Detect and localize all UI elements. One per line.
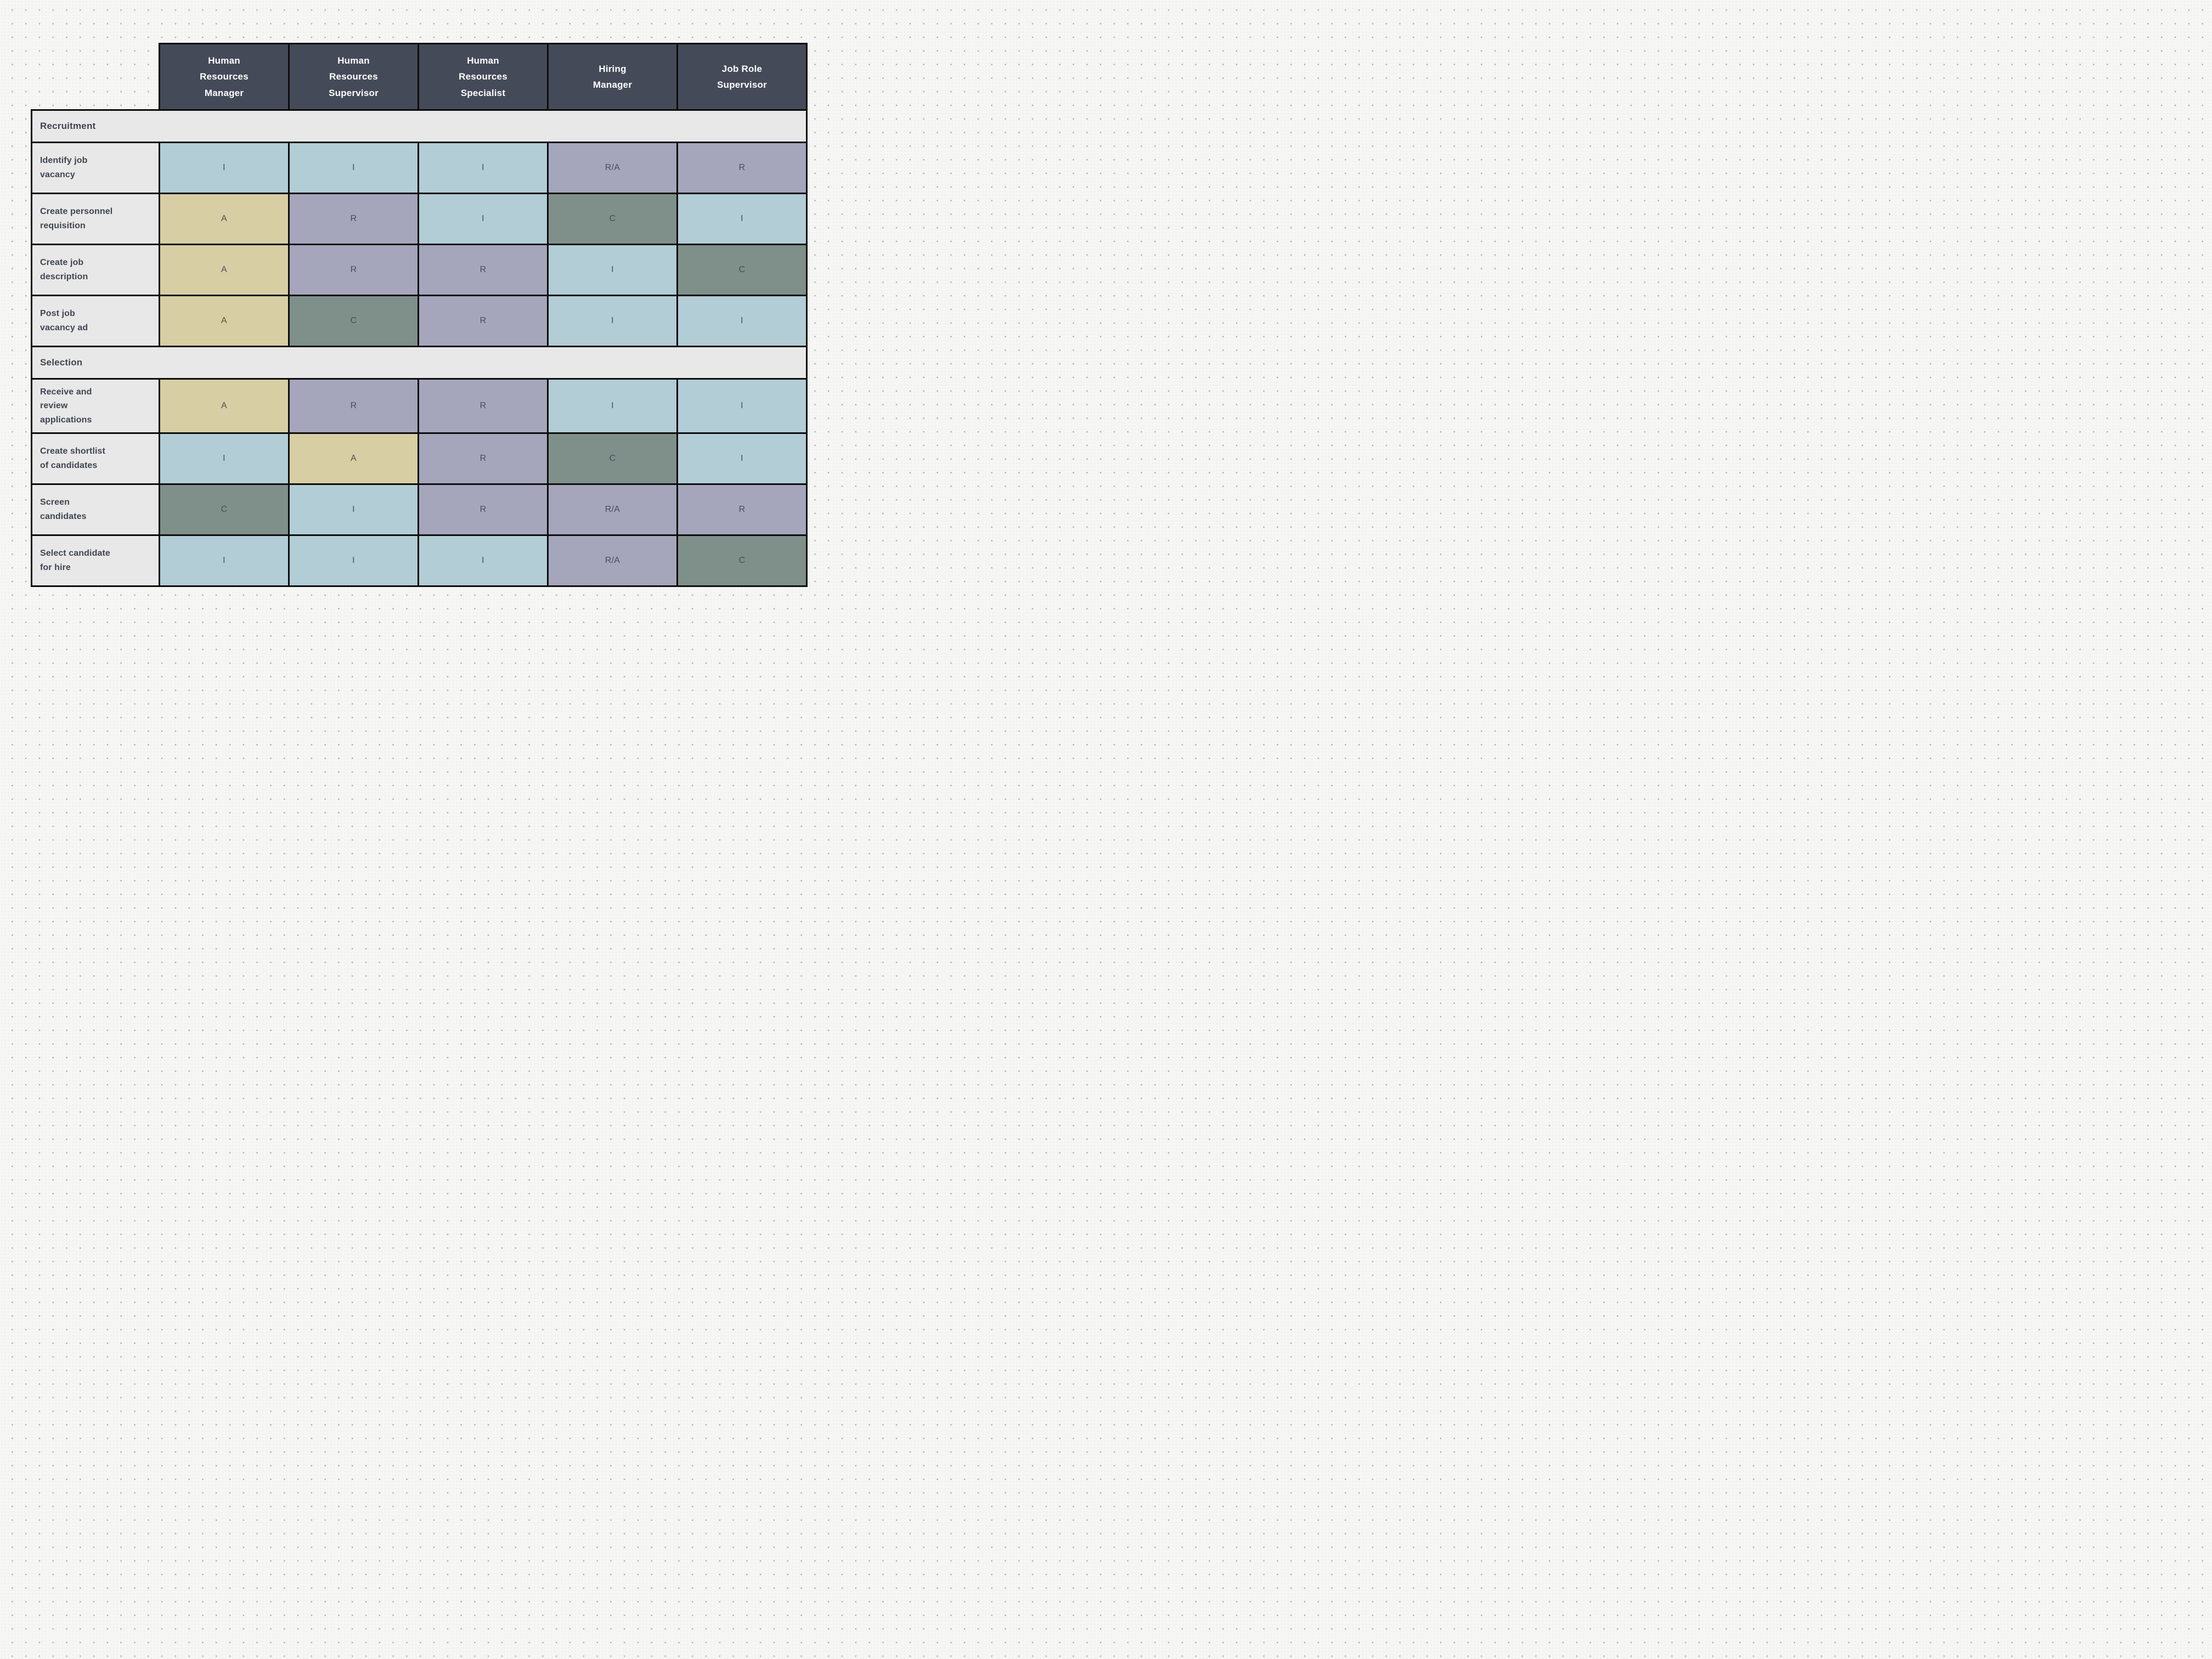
raci-cell: I: [676, 193, 808, 245]
task-label: Create personnel requisition: [31, 193, 160, 245]
section-header-recruitment: Recruitment: [31, 109, 808, 143]
raci-cell: R: [417, 295, 549, 347]
table-row: Receive and review applications A R R I …: [31, 378, 808, 434]
task-label: Screen candidates: [31, 483, 160, 536]
raci-cell: I: [159, 432, 290, 485]
table-row: Create job description A R R I C: [31, 244, 808, 296]
raci-cell: C: [547, 432, 678, 485]
column-header-hr-specialist: Human Resources Specialist: [417, 43, 549, 111]
section-row-recruitment: Recruitment: [31, 109, 808, 143]
raci-cell: C: [288, 295, 419, 347]
table-row: Screen candidates C I R R/A R: [31, 483, 808, 536]
raci-cell: I: [676, 378, 808, 434]
table-row: Create personnel requisition A R I C I: [31, 193, 808, 245]
role-header-row: Human Resources Manager Human Resources …: [32, 43, 808, 111]
section-header-selection: Selection: [31, 346, 808, 380]
raci-cell: R: [417, 432, 549, 485]
canvas-background: { "matrix": { "cell_colors": { "R": "#a5…: [0, 0, 830, 622]
raci-cell: A: [288, 432, 419, 485]
raci-cell: R: [417, 378, 549, 434]
raci-cell: A: [159, 193, 290, 245]
raci-cell: I: [159, 534, 290, 587]
raci-cell: I: [547, 378, 678, 434]
raci-cell: R/A: [547, 534, 678, 587]
raci-cell: C: [676, 534, 808, 587]
raci-cell: R: [676, 142, 808, 194]
raci-cell: I: [288, 483, 419, 536]
raci-cell: I: [547, 244, 678, 296]
raci-cell: I: [417, 534, 549, 587]
raci-cell: I: [159, 142, 290, 194]
raci-matrix-table: Human Resources Manager Human Resources …: [31, 43, 808, 587]
raci-cell: R: [288, 378, 419, 434]
raci-cell: C: [676, 244, 808, 296]
task-label: Identify job vacancy: [31, 142, 160, 194]
raci-cell: R: [288, 193, 419, 245]
column-header-job-role-supervisor: Job Role Supervisor: [676, 43, 808, 111]
raci-cell: I: [676, 295, 808, 347]
task-label: Create shortlist of candidates: [31, 432, 160, 485]
column-header-hiring-manager: Hiring Manager: [547, 43, 678, 111]
raci-cell: R/A: [547, 142, 678, 194]
raci-cell: I: [547, 295, 678, 347]
raci-cell: C: [547, 193, 678, 245]
raci-cell: R: [417, 483, 549, 536]
section-row-selection: Selection: [31, 346, 808, 380]
raci-cell: A: [159, 378, 290, 434]
raci-cell: A: [159, 244, 290, 296]
raci-cell: A: [159, 295, 290, 347]
table-row: Select candidate for hire I I I R/A C: [31, 534, 808, 587]
task-label: Receive and review applications: [31, 378, 160, 434]
task-label: Create job description: [31, 244, 160, 296]
table-row: Post job vacancy ad A C R I I: [31, 295, 808, 347]
column-header-hr-supervisor: Human Resources Supervisor: [288, 43, 419, 111]
table-row: Create shortlist of candidates I A R C I: [31, 432, 808, 485]
corner-spacer: [32, 44, 160, 110]
raci-cell: R: [676, 483, 808, 536]
raci-cell: I: [676, 432, 808, 485]
raci-cell: I: [417, 142, 549, 194]
task-label: Post job vacancy ad: [31, 295, 160, 347]
raci-cell: C: [159, 483, 290, 536]
raci-cell: I: [417, 193, 549, 245]
raci-cell: I: [288, 534, 419, 587]
raci-cell: I: [288, 142, 419, 194]
task-label: Select candidate for hire: [31, 534, 160, 587]
raci-cell: R: [288, 244, 419, 296]
raci-cell: R/A: [547, 483, 678, 536]
table-row: Identify job vacancy I I I R/A R: [31, 142, 808, 194]
column-header-hr-manager: Human Resources Manager: [159, 43, 290, 111]
raci-cell: R: [417, 244, 549, 296]
